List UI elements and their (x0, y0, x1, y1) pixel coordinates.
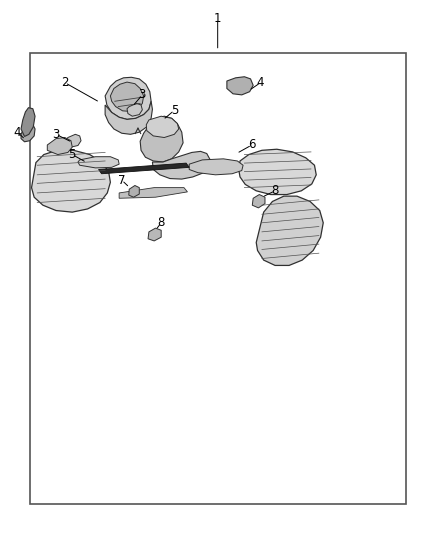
Text: 4: 4 (14, 126, 21, 139)
Text: 8: 8 (272, 184, 279, 197)
Polygon shape (21, 108, 35, 136)
Polygon shape (239, 149, 316, 195)
Text: 4: 4 (257, 76, 265, 89)
Polygon shape (32, 150, 110, 212)
Polygon shape (127, 103, 142, 116)
Polygon shape (148, 228, 161, 241)
Text: 6: 6 (248, 139, 256, 151)
Text: 1: 1 (214, 12, 222, 25)
Polygon shape (110, 82, 144, 111)
Polygon shape (105, 77, 151, 119)
Polygon shape (256, 196, 323, 265)
Polygon shape (146, 116, 179, 138)
Text: 3: 3 (53, 128, 60, 141)
Polygon shape (152, 151, 210, 179)
Polygon shape (66, 134, 81, 147)
Text: 5: 5 (69, 148, 76, 161)
Text: 3: 3 (139, 88, 146, 101)
Text: 2: 2 (61, 76, 69, 89)
Polygon shape (105, 101, 152, 134)
Polygon shape (129, 185, 139, 197)
Polygon shape (189, 159, 243, 175)
Polygon shape (99, 163, 189, 174)
Polygon shape (78, 157, 119, 168)
Polygon shape (119, 188, 187, 198)
Text: 7: 7 (118, 174, 126, 187)
Text: 5: 5 (171, 104, 178, 117)
Polygon shape (227, 77, 253, 95)
Polygon shape (47, 138, 72, 155)
Polygon shape (21, 123, 35, 142)
FancyBboxPatch shape (30, 53, 406, 504)
Polygon shape (252, 195, 265, 208)
Text: 8: 8 (158, 216, 165, 229)
Polygon shape (140, 116, 183, 162)
